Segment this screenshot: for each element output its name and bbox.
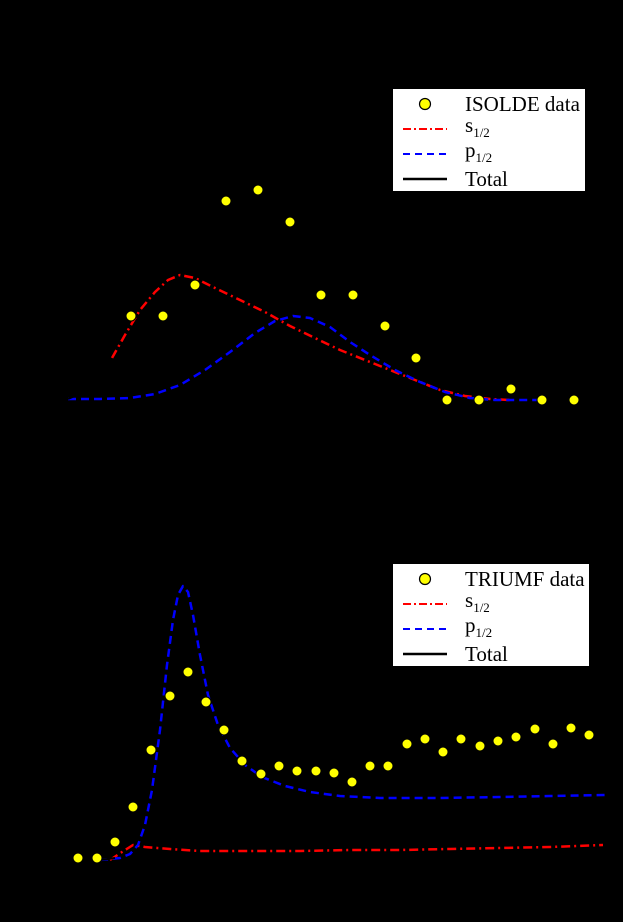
legend-label-data: TRIUMF data [465,567,585,591]
curve-s1-2 [109,843,604,862]
data-point [72,852,84,864]
data-point [382,760,394,772]
legend-label-p12: p1/2 [465,613,493,640]
curve-p1-2 [68,314,540,402]
data-point [529,723,541,735]
data-point [379,320,391,332]
data-point [157,310,169,322]
data-point [565,722,577,734]
data-point [315,289,327,301]
bottom-legend: TRIUMF data s1/2 p1/2 Total [392,563,590,667]
data-point [583,729,595,741]
data-point [218,724,230,736]
legend-label-p12: p1/2 [465,138,493,165]
legend-item-data: TRIUMF data [393,566,589,592]
data-point [127,801,139,813]
yellow-circle-marker-icon [418,572,432,586]
legend-item-p12: p1/2 [393,613,589,642]
curve-p1-2 [99,584,606,862]
legend-label-s12: s1/2 [465,113,490,140]
data-point [125,310,137,322]
curve-total [99,857,116,861]
data-point [410,352,422,364]
data-point [328,767,340,779]
data-point [145,744,157,756]
legend-label-s12: s1/2 [465,588,490,615]
data-point [236,755,248,767]
data-point [419,733,431,745]
data-point [200,696,212,708]
data-point [182,666,194,678]
data-point [347,289,359,301]
data-point [164,690,176,702]
legend-item-data: ISOLDE data [393,91,585,117]
data-point [255,768,267,780]
dashed-blue-line-icon [403,628,447,630]
legend-item-total: Total [393,166,585,192]
data-point [455,733,467,745]
yellow-circle-marker-icon [418,97,432,111]
data-point [492,735,504,747]
data-point [536,394,548,406]
legend-item-s12: s1/2 [393,113,585,142]
data-point [189,279,201,291]
curve-total [67,357,113,400]
top-panel-plot [67,184,580,406]
data-point [505,383,517,395]
top-legend: ISOLDE data s1/2 p1/2 Total [392,88,586,192]
data-point [310,765,322,777]
solid-black-line-icon [403,177,447,181]
data-point [91,852,103,864]
data-point [273,760,285,772]
data-point [547,738,559,750]
data-point [346,776,358,788]
legend-item-p12: p1/2 [393,138,585,167]
data-point [252,184,264,196]
solid-black-line-icon [403,652,447,656]
data-point [474,740,486,752]
data-point [284,216,296,228]
data-point [364,760,376,772]
data-point [510,731,522,743]
bottom-panel-plot [72,584,606,864]
data-point [437,746,449,758]
data-point [568,394,580,406]
data-point [401,738,413,750]
legend-label-total: Total [465,167,508,191]
curve-s1-2 [110,273,511,402]
data-point [291,765,303,777]
dashdot-red-line-icon [403,128,447,130]
dashed-blue-line-icon [403,153,447,155]
legend-label-data: ISOLDE data [465,92,580,116]
data-point [109,836,121,848]
legend-label-total: Total [465,642,508,666]
legend-item-total: Total [393,641,589,667]
data-point [220,195,232,207]
data-point [441,394,453,406]
legend-item-s12: s1/2 [393,588,589,617]
dashdot-red-line-icon [403,603,447,605]
data-point [473,394,485,406]
